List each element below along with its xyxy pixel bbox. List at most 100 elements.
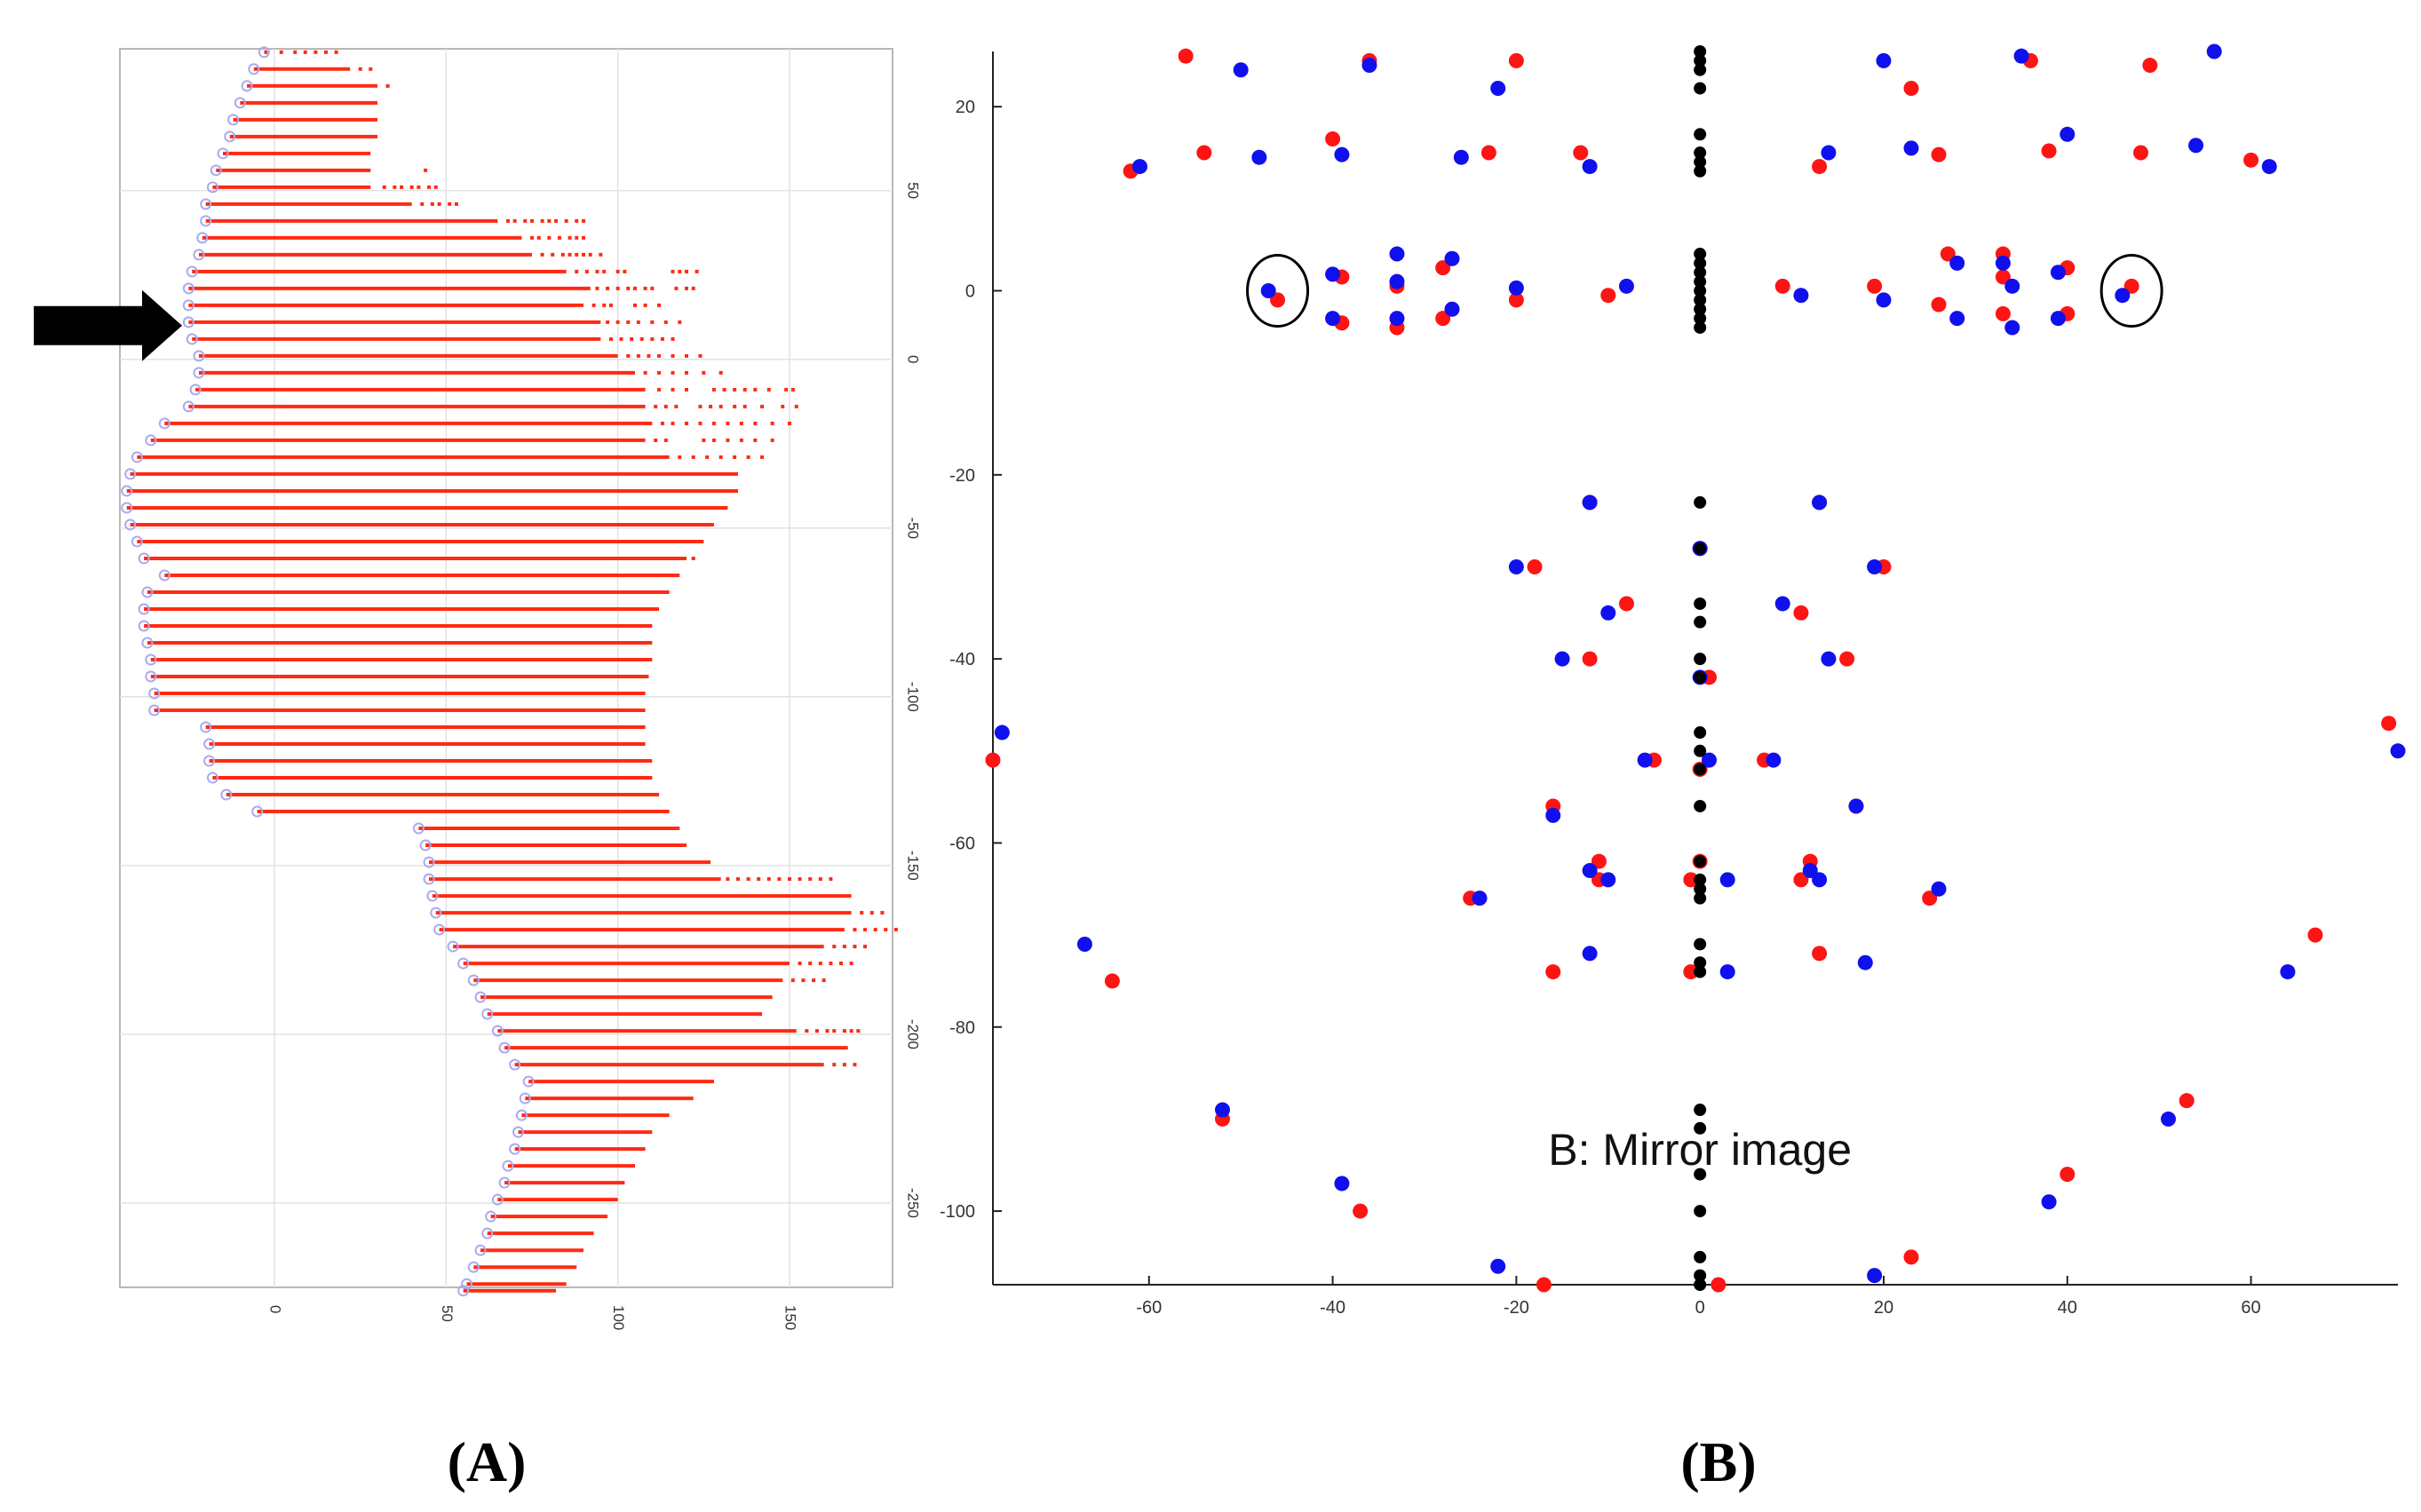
outlier-dot — [417, 185, 421, 189]
red-point — [1536, 1277, 1552, 1293]
outlier-dot — [685, 269, 688, 273]
red-point — [1435, 260, 1451, 276]
blue-point — [1582, 863, 1598, 879]
red-point — [1196, 145, 1212, 161]
outlier-dot — [385, 83, 390, 88]
outlier-dot — [633, 303, 637, 307]
outlier-dot — [842, 1029, 846, 1033]
outlier-dot — [630, 336, 634, 341]
start-marker — [447, 940, 459, 953]
start-marker — [138, 552, 150, 565]
outlier-dot — [856, 1029, 861, 1033]
blue-point — [1637, 752, 1653, 768]
panel-a-grid — [120, 49, 893, 1287]
outlier-dot — [547, 235, 552, 240]
x-tick-label: 0 — [267, 1305, 284, 1313]
outlier-dot — [643, 303, 647, 307]
black-point — [1694, 1121, 1707, 1135]
blue-point — [1334, 146, 1350, 162]
panel-a-bars — [121, 46, 898, 1297]
outlier-dot — [615, 286, 620, 290]
outlier-dot — [568, 235, 572, 240]
y-tick-label: -20 — [949, 466, 975, 486]
outlier-dot — [863, 945, 868, 949]
red-point — [1582, 651, 1598, 667]
start-marker — [217, 147, 229, 160]
blue-point — [1821, 145, 1837, 161]
blue-point — [1444, 301, 1460, 317]
outlier-dot — [853, 928, 857, 932]
start-marker — [131, 535, 143, 548]
outlier-dot — [790, 387, 795, 392]
black-point — [1694, 146, 1707, 160]
red-point — [1573, 145, 1589, 161]
x-tick-label: -40 — [1320, 1298, 1345, 1318]
outlier-dot — [742, 387, 747, 392]
start-marker — [141, 637, 154, 649]
panel-a-y-ticks: 50 0 -50 -100 -150 -200 -250 — [905, 182, 922, 1218]
blue-point — [2050, 265, 2066, 281]
outlier-dot — [334, 50, 338, 54]
blue-point — [1876, 292, 1892, 308]
blue-point — [2115, 288, 2131, 304]
start-marker — [220, 788, 233, 801]
blue-point — [1848, 798, 1864, 814]
blue-point — [1719, 964, 1735, 980]
black-point — [1694, 1168, 1707, 1181]
outlier-dot — [742, 404, 747, 408]
x-tick-label: 150 — [782, 1305, 799, 1330]
outlier-dot — [788, 877, 791, 882]
outlier-dot — [671, 387, 675, 392]
start-marker — [182, 282, 194, 295]
x-tick-label: -20 — [1504, 1298, 1529, 1318]
x-tick-label: 20 — [1874, 1298, 1893, 1318]
outlier-dot — [808, 962, 813, 966]
outlier-dot — [530, 235, 534, 240]
start-marker — [210, 164, 222, 177]
outlier-dot — [671, 370, 675, 375]
arrow-shape — [34, 289, 182, 361]
blue-point — [2004, 278, 2020, 294]
outlier-dot — [409, 185, 414, 189]
red-point — [2243, 152, 2259, 168]
outlier-dot — [832, 1063, 837, 1067]
outlier-dot — [599, 252, 603, 257]
outlier-dot — [702, 438, 706, 442]
outlier-dot — [685, 421, 688, 425]
outlier-dot — [849, 1029, 853, 1033]
panel-a-plot-frame — [119, 48, 893, 1288]
outlier-dot — [726, 877, 730, 882]
red-point — [1480, 145, 1496, 161]
x-tick-label: 50 — [439, 1305, 456, 1322]
y-tick-label: -50 — [905, 517, 922, 539]
outlier-dot — [691, 455, 695, 459]
red-point — [1545, 964, 1561, 980]
outlier-dot — [691, 556, 695, 560]
start-marker — [121, 502, 133, 514]
outlier-dot — [420, 202, 425, 206]
outlier-dot — [650, 286, 655, 290]
outlier-dot — [557, 235, 561, 240]
outlier-dot — [825, 1029, 829, 1033]
start-marker — [145, 434, 157, 447]
y-tick-label: 20 — [956, 98, 975, 117]
start-marker — [481, 1227, 494, 1239]
start-marker — [481, 1008, 494, 1020]
outlier-dot — [663, 404, 668, 408]
start-marker — [515, 1109, 528, 1121]
red-point — [1793, 605, 1809, 621]
red-point — [1435, 311, 1451, 327]
black-point — [1694, 855, 1707, 868]
y-tick-label: 50 — [905, 182, 922, 199]
y-tick-label: 0 — [905, 355, 922, 363]
red-point — [1683, 964, 1699, 980]
x-tick-label: 40 — [2058, 1298, 2077, 1318]
outlier-dot — [530, 218, 534, 223]
black-point — [1694, 1269, 1707, 1282]
start-marker — [519, 1092, 531, 1104]
red-point — [1353, 1203, 1369, 1219]
black-point — [1694, 1278, 1707, 1291]
outlier-dot — [798, 962, 802, 966]
blue-point — [1719, 872, 1735, 888]
outlier-dot — [595, 269, 599, 273]
